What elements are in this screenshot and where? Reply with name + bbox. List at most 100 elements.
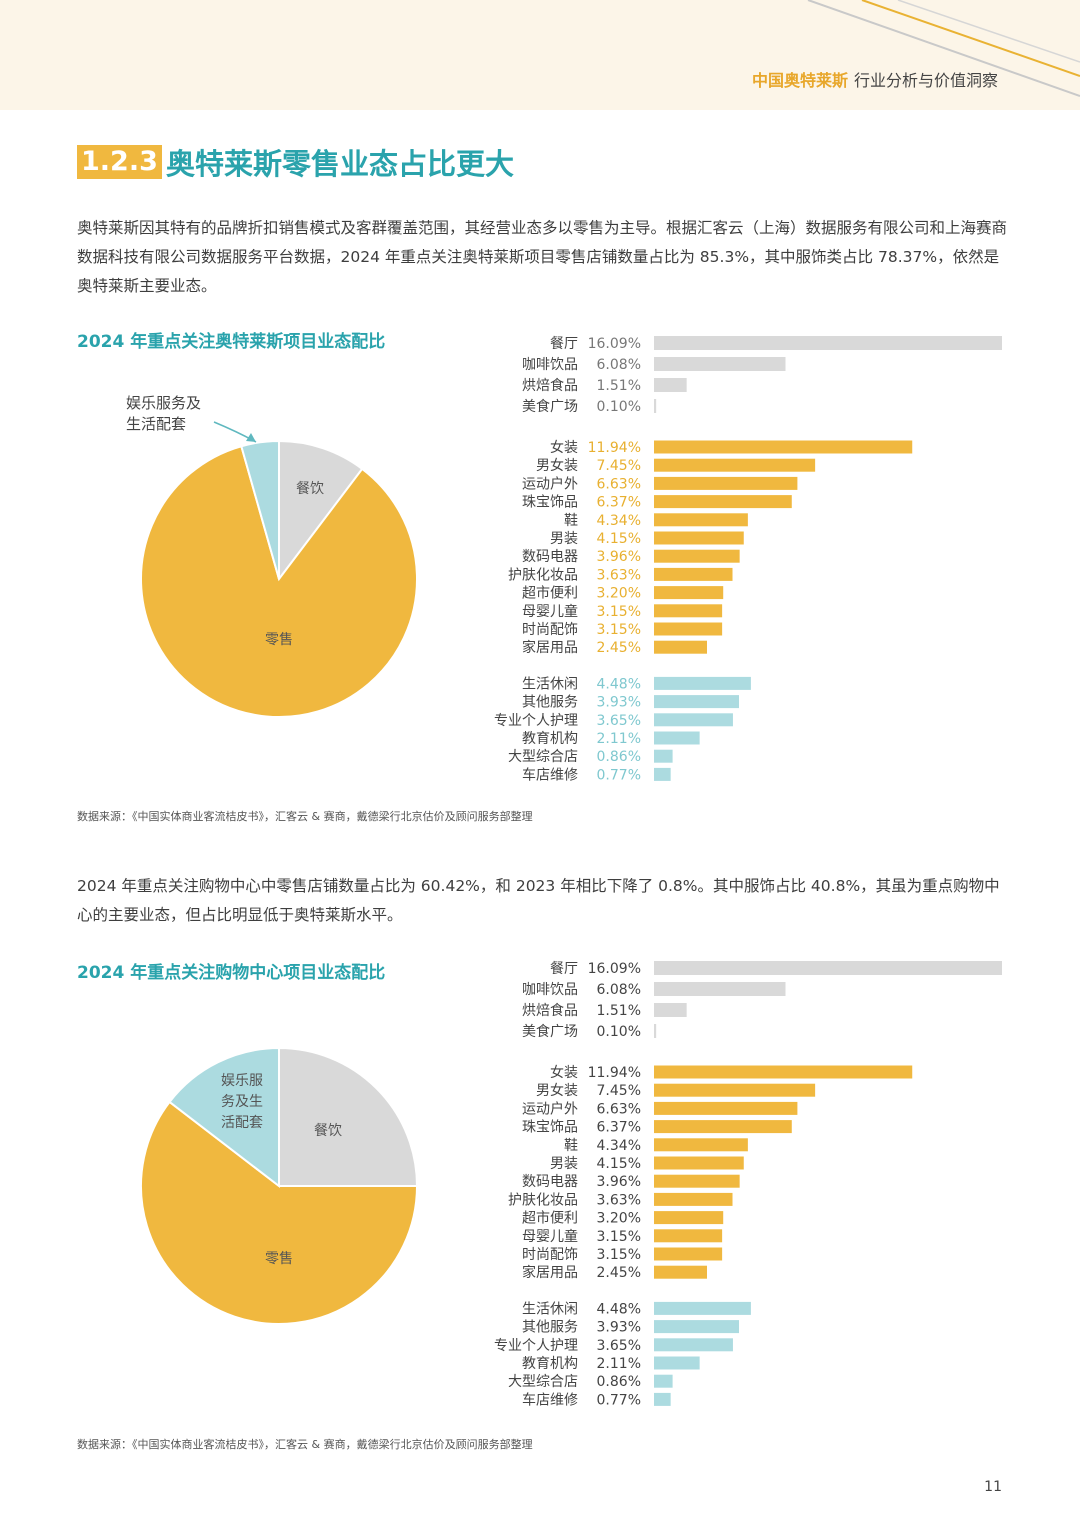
- chart2-bar-value: 3.20%: [597, 1211, 641, 1227]
- page-number: 11: [984, 1479, 1002, 1495]
- chart1-bar-name: 其他服务: [522, 695, 578, 711]
- chart1-slice-0: [278, 439, 364, 582]
- chart1-bar-value: 11.94%: [588, 440, 641, 456]
- chart1-bar-name: 美食广场: [522, 398, 578, 415]
- chart2-slice-label-0: 餐饮: [314, 1123, 342, 1139]
- chart1-bar-value: 0.86%: [597, 749, 641, 765]
- chart1-bar-value: 3.15%: [597, 604, 641, 620]
- chart1-bar: [654, 513, 748, 527]
- chart2-slice-label-1: 零售: [265, 1251, 293, 1267]
- chart2-bar-value: 6.37%: [597, 1120, 641, 1136]
- chart2-bar-name: 大型综合店: [508, 1374, 578, 1390]
- chart2-bar-value: 11.94%: [588, 1065, 641, 1081]
- chart2-bar: [654, 982, 786, 996]
- chart1-bar: [654, 458, 816, 472]
- chart1-bar-value: 3.96%: [597, 549, 641, 565]
- chart1-bar: [654, 640, 707, 654]
- chart1-bar: [654, 336, 1002, 350]
- chart1-bar-value: 4.48%: [597, 676, 641, 692]
- chart2-bar-value: 3.15%: [597, 1229, 641, 1245]
- chart1-bar-name: 超市便利: [522, 585, 578, 602]
- chart2-bar-name: 车店维修: [522, 1391, 578, 1408]
- chart2-bar-value: 1.51%: [597, 1003, 641, 1019]
- chart2-bar-value: 3.96%: [597, 1174, 641, 1190]
- chart1-bar: [654, 531, 744, 545]
- header-decoration-lines: [807, 0, 1080, 97]
- chart1-bar-value: 16.09%: [588, 336, 641, 352]
- chart1-bar-value: 3.20%: [597, 586, 641, 602]
- chart1-source: 数据来源：《中国实体商业客流桔皮书》，汇客云 & 赛商，戴德梁行北京估价及顾问服…: [77, 810, 533, 823]
- chart2-bar: [654, 1120, 792, 1134]
- chart1-bar: [654, 549, 740, 563]
- chart1-bar: [654, 731, 700, 745]
- chart2-bar: [654, 1192, 733, 1206]
- chart1-bar-name: 珠宝饰品: [522, 495, 578, 511]
- chart1-bar-value: 3.63%: [597, 567, 641, 583]
- chart1-bar: [654, 567, 733, 581]
- chart1-slice-label-0: 餐饮: [296, 481, 324, 497]
- chart2-bar-value: 6.63%: [597, 1101, 641, 1117]
- chart1-bar-value: 6.08%: [597, 357, 641, 373]
- chart2-bar: [654, 1247, 723, 1261]
- chart2-bar-name: 珠宝饰品: [522, 1120, 578, 1136]
- chart1-bar-value: 7.45%: [597, 458, 641, 474]
- chart2-bar: [654, 961, 1002, 975]
- chart2-bar-name: 家居用品: [522, 1264, 578, 1281]
- chart2-bar: [654, 1003, 687, 1017]
- chart1-bar-name: 鞋: [564, 513, 578, 529]
- chart1-bar-name: 母婴儿童: [522, 603, 578, 620]
- chart1-bar-value: 2.45%: [597, 640, 641, 656]
- chart1-bar: [654, 357, 786, 371]
- chart2-bar-value: 6.08%: [597, 982, 641, 998]
- chart2-bar-value: 7.45%: [597, 1083, 641, 1099]
- chart2-bar-value: 3.93%: [597, 1320, 641, 1336]
- chart1-bar: [654, 476, 798, 490]
- chart1-bar-value: 6.37%: [597, 495, 641, 511]
- chart2-bar: [654, 1265, 707, 1279]
- chart2-bar-name: 女装: [550, 1064, 578, 1081]
- chart2-bars: 餐厅 16.09% 咖啡饮品 6.08% 烘焙食品 1.51% 美食广场 0.10% 女装 11.…: [494, 961, 1002, 1408]
- chart1-bar: [654, 713, 733, 727]
- chart2-bar: [654, 1083, 816, 1097]
- chart1-bar: [654, 604, 723, 618]
- chart2-bar: [654, 1356, 700, 1370]
- chart1-slice-1: [140, 445, 418, 718]
- chart2-bar: [654, 1174, 740, 1188]
- chart1-bar-name: 护肤化妆品: [508, 567, 578, 583]
- mall-paragraph: 2024 年重点关注购物中心中零售店铺数量占比为 60.42%，和 2023 年…: [77, 877, 1000, 924]
- chart1-slice-label-1: 零售: [265, 632, 293, 648]
- chart1-bar-name: 餐厅: [550, 336, 578, 352]
- chart2-bar-name: 母婴儿童: [522, 1228, 578, 1245]
- chart1-slice-2: [240, 439, 280, 580]
- chart1-bar-name: 专业个人护理: [494, 713, 578, 729]
- chart2-bar: [654, 1301, 751, 1315]
- chart2-bar-value: 3.15%: [597, 1247, 641, 1263]
- chart2-bar-value: 4.48%: [597, 1301, 641, 1317]
- chart2-bar-name: 教育机构: [522, 1356, 578, 1372]
- chart1-bar-name: 大型综合店: [508, 749, 578, 765]
- chart2-bar-value: 3.63%: [597, 1192, 641, 1208]
- chart2-bar-name: 运动户外: [522, 1100, 578, 1117]
- chart1-bar: [654, 767, 671, 781]
- header-subtitle: 行业分析与价值洞察: [853, 71, 998, 90]
- chart1-bar: [654, 676, 751, 690]
- chart2-bar: [654, 1320, 739, 1334]
- chart1-bars: 餐厅 16.09% 咖啡饮品 6.08% 烘焙食品 1.51% 美食广场 0.10% 女装 11.…: [494, 336, 1002, 783]
- chart2-bar: [654, 1156, 744, 1170]
- chart2-title: 2024 年重点关注购物中心项目业态配比: [77, 963, 386, 983]
- header-band: [0, 0, 1080, 110]
- chart2-bar-name: 鞋: [564, 1138, 578, 1154]
- chart1-bar-name: 男装: [550, 531, 578, 547]
- chart2-bar-value: 3.65%: [597, 1338, 641, 1354]
- chart1-bar: [654, 440, 913, 454]
- chart2-bar-name: 男装: [550, 1156, 578, 1172]
- chart2-bar: [654, 1392, 671, 1406]
- chart2-bar-value: 4.15%: [597, 1156, 641, 1172]
- chart1-bar-name: 数码电器: [522, 549, 578, 565]
- chart1-bar-name: 烘焙食品: [522, 377, 578, 394]
- chart1-bar-value: 0.10%: [597, 399, 641, 415]
- chart2-slice-2: [168, 1046, 280, 1189]
- chart1-bar-name: 车店维修: [522, 766, 578, 783]
